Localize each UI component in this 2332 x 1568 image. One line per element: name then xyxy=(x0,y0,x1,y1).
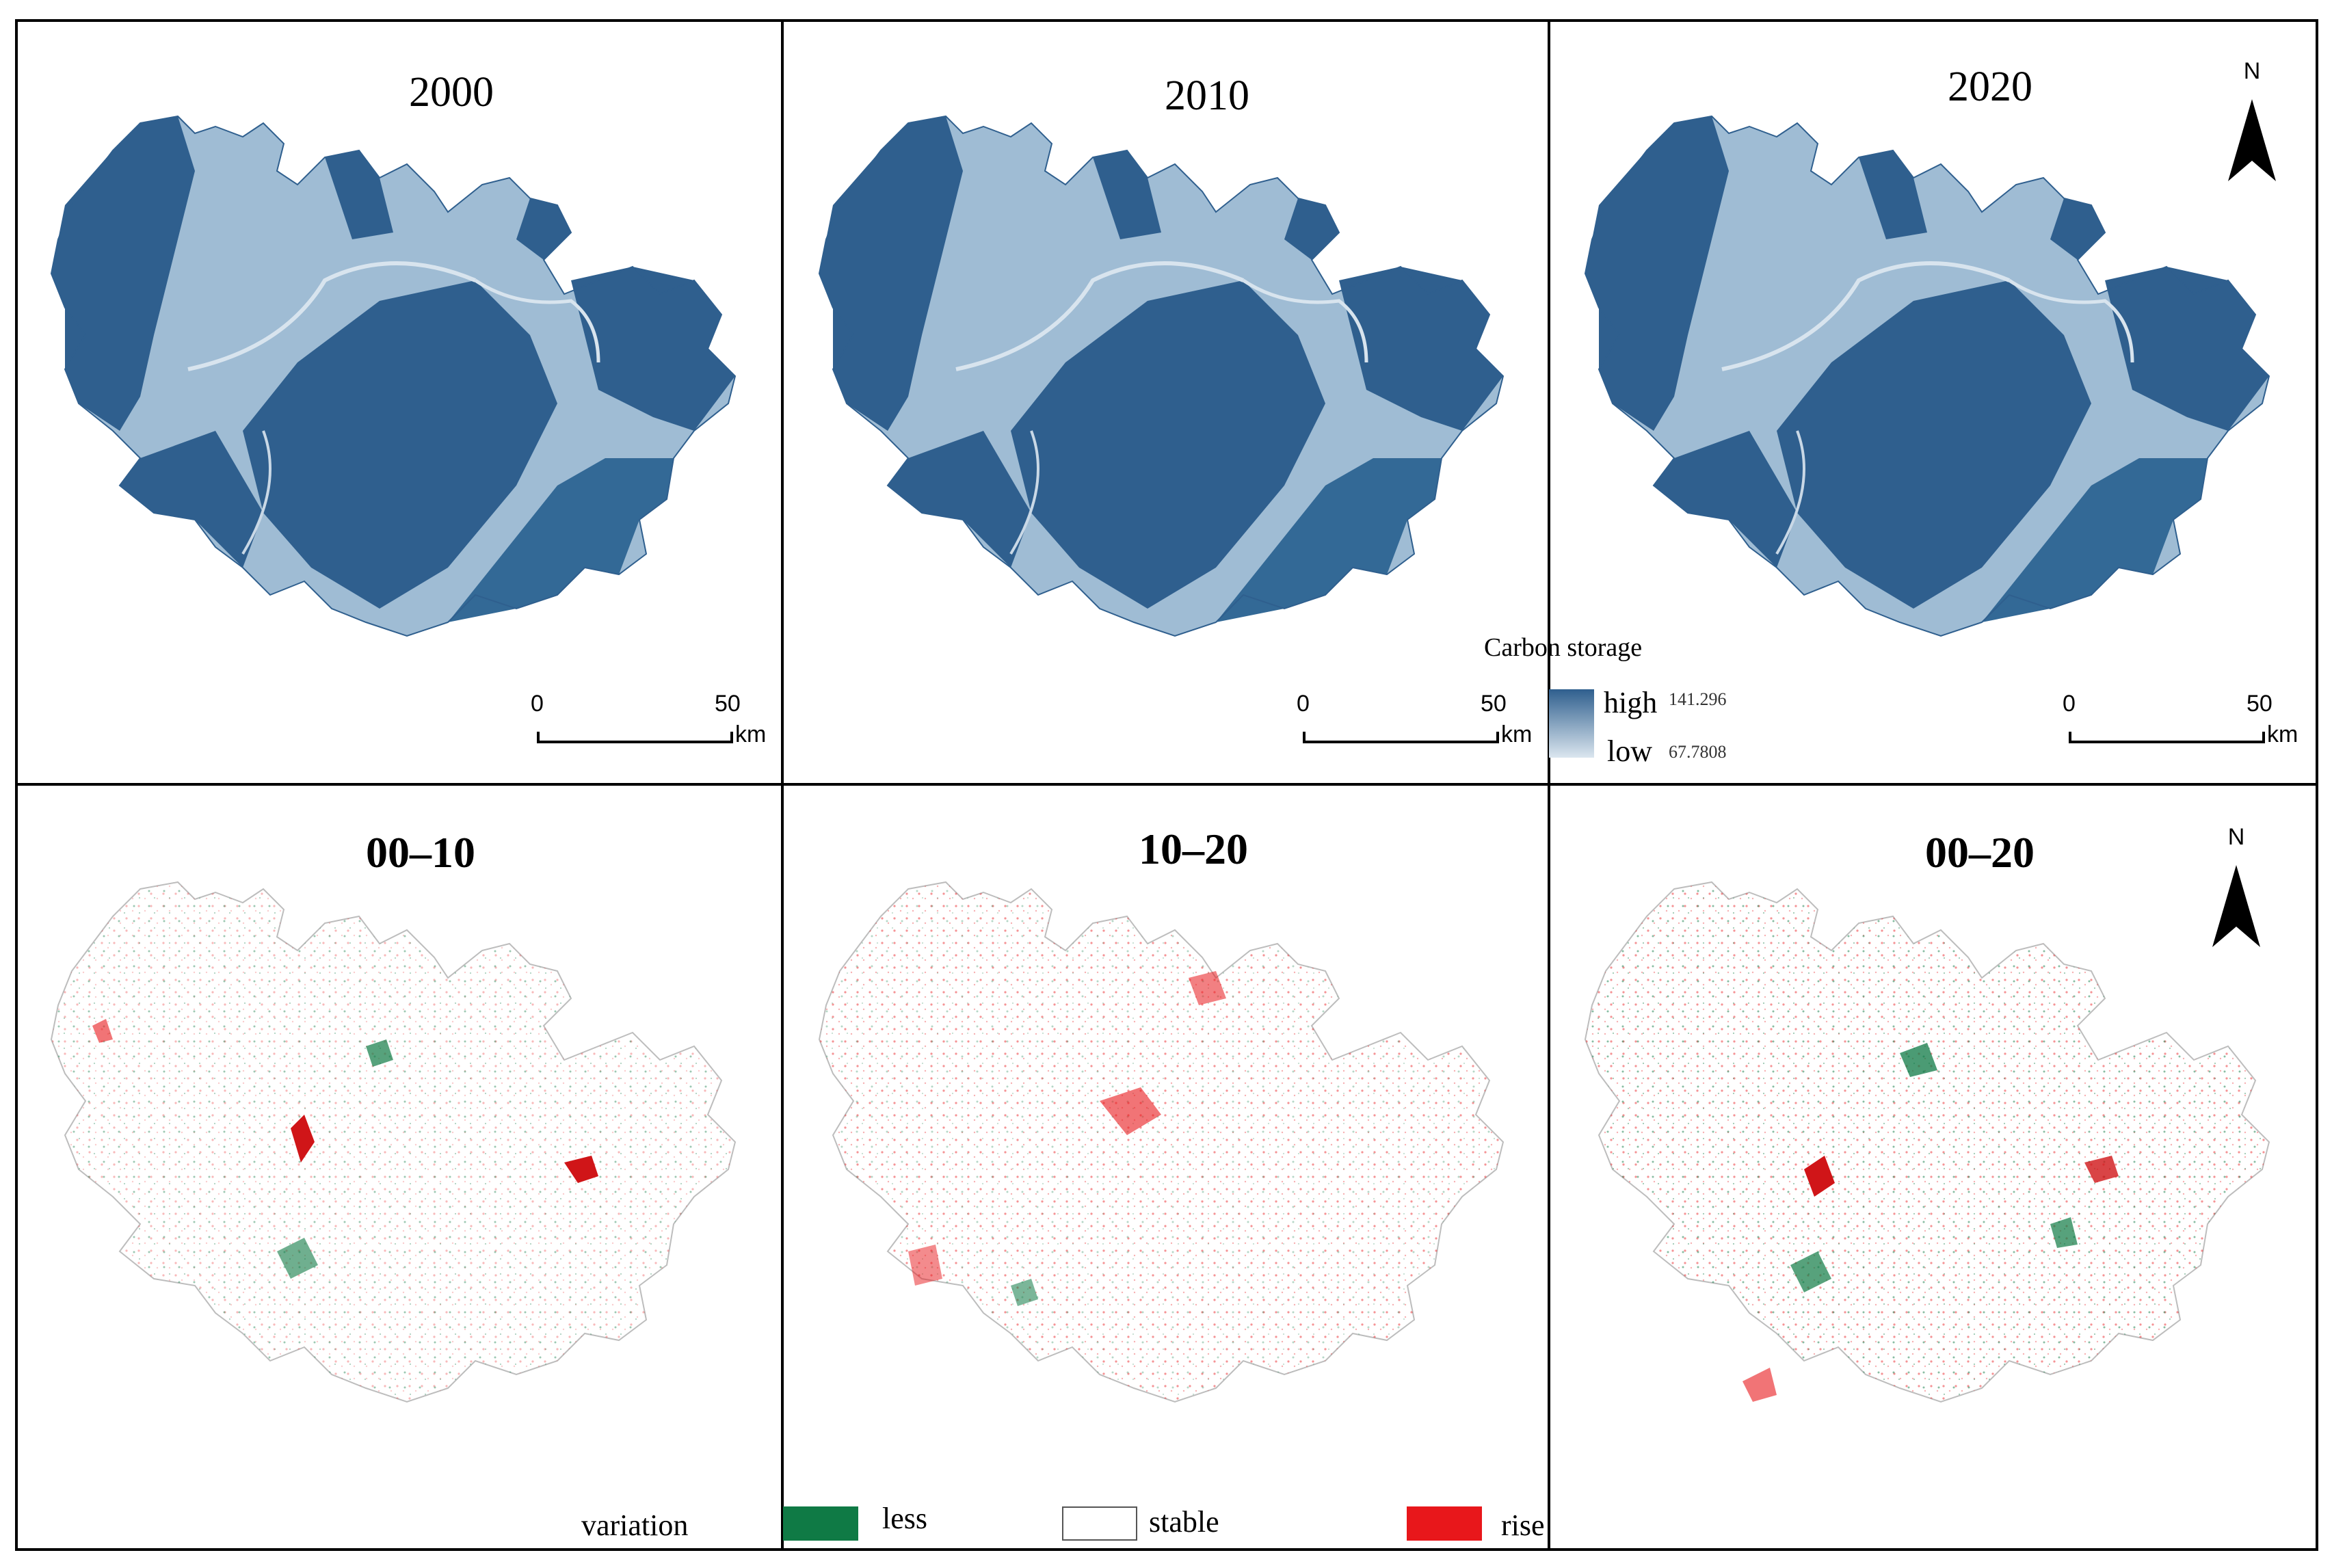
scale-fifty-2020: 50 xyxy=(2247,691,2273,717)
scale-zero-2010: 0 xyxy=(1297,691,1310,717)
scale-unit-2000: km xyxy=(735,721,767,747)
north-label-bottom: N xyxy=(2227,824,2245,850)
carbon-legend-high: high xyxy=(1604,686,1658,719)
variation-map-10-20 xyxy=(819,881,1504,1403)
scale-unit-2020: km xyxy=(2267,721,2298,747)
scale-unit-2010: km xyxy=(1501,721,1533,747)
panel-title-2020: 2020 xyxy=(1948,64,2032,110)
variation-swatch-rise xyxy=(1407,1506,1482,1541)
scale-bar-2020 xyxy=(2069,732,2265,743)
carbon-legend-high-value: 141.296 xyxy=(1669,689,1727,709)
variation-legend-title: variation xyxy=(581,1509,689,1542)
carbon-legend-title: Carbon storage xyxy=(1484,633,1643,662)
panel-title-2010: 2010 xyxy=(1165,72,1249,119)
panel-title-2000: 2000 xyxy=(409,69,494,116)
panel-title-00-20: 00–20 xyxy=(1925,828,2035,877)
scale-zero-2020: 0 xyxy=(2063,691,2076,717)
variation-swatch-stable xyxy=(1062,1506,1137,1541)
scale-fifty-2000: 50 xyxy=(715,691,741,717)
variation-swatch-less xyxy=(783,1506,858,1541)
variation-label-rise: rise xyxy=(1501,1509,1545,1542)
north-arrow-icon xyxy=(2212,865,2260,947)
variation-label-stable: stable xyxy=(1149,1505,1219,1539)
variation-label-less: less xyxy=(882,1502,927,1535)
carbon-legend-ramp xyxy=(1549,689,1594,758)
scale-zero-2000: 0 xyxy=(531,691,544,717)
carbon-legend-low: low xyxy=(1607,734,1652,768)
north-arrow-icon xyxy=(2228,99,2276,181)
carbon-map-2020 xyxy=(1585,116,2270,637)
scale-bar-2010 xyxy=(1303,732,1499,743)
carbon-map-2000 xyxy=(51,116,736,637)
carbon-legend-low-value: 67.7808 xyxy=(1669,742,1727,762)
panel-title-00-10: 00–10 xyxy=(366,828,475,877)
divider-horizontal xyxy=(15,783,2318,786)
panel-title-10-20: 10–20 xyxy=(1139,825,1248,873)
scale-fifty-2010: 50 xyxy=(1481,691,1507,717)
carbon-map-2010 xyxy=(819,116,1504,637)
variation-map-00-20 xyxy=(1585,881,2270,1403)
variation-map-00-10 xyxy=(51,881,736,1403)
scale-bar-2000 xyxy=(537,732,733,743)
north-label-top: N xyxy=(2243,58,2261,84)
